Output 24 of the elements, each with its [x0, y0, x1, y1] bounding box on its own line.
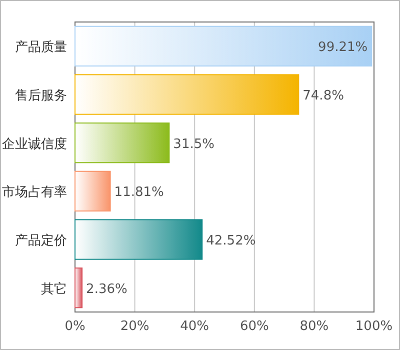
- x-tick-label: 60%: [240, 319, 269, 334]
- x-tick-label: 80%: [300, 319, 329, 334]
- x-tick-label: 20%: [120, 319, 150, 334]
- data-label: 31.5%: [173, 136, 214, 152]
- bar: [74, 74, 300, 115]
- data-label: 99.21%: [318, 40, 368, 56]
- x-tick-label: 100%: [355, 319, 393, 334]
- data-label: 74.8%: [302, 88, 344, 104]
- data-label: 2.36%: [86, 282, 128, 297]
- bar: [74, 122, 170, 164]
- bar: [74, 170, 111, 212]
- data-label: 11.81%: [114, 185, 164, 200]
- bar: [74, 268, 83, 308]
- y-tick-label: 产品质量: [15, 40, 67, 56]
- bar: [74, 26, 372, 66]
- data-label: 42.52%: [206, 234, 256, 248]
- x-tick-label: 40%: [180, 319, 210, 334]
- bar: [74, 219, 203, 260]
- x-tick-label: 0%: [64, 319, 86, 334]
- y-tick-label: 其它: [41, 280, 67, 297]
- y-tick-label: 市场占有率: [2, 184, 67, 200]
- y-tick-label: 售后服务: [15, 88, 67, 104]
- y-tick-label: 企业诚信度: [2, 136, 67, 152]
- y-tick-label: 产品定价: [15, 234, 67, 248]
